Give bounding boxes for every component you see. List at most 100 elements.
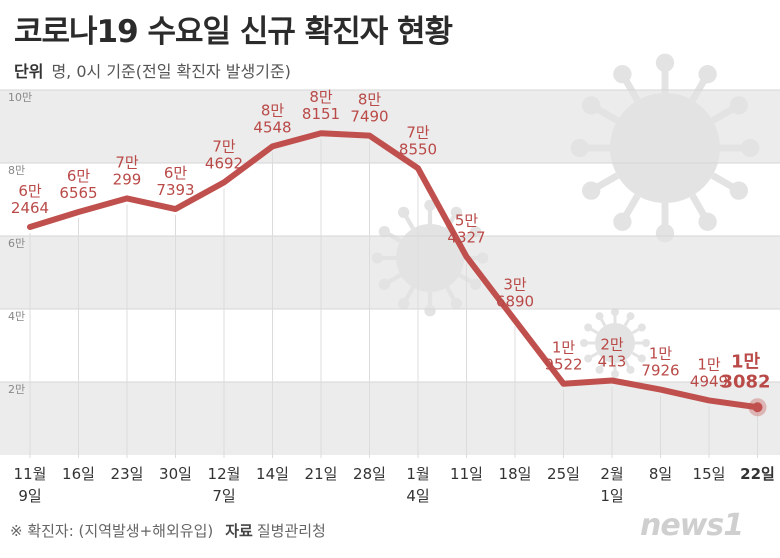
y-tick-label: 2만 [8, 383, 25, 396]
virus-body [610, 93, 720, 203]
virus-spike-tip [450, 206, 463, 219]
x-tick-label-line2: 9일 [18, 487, 41, 505]
footnote-note: ※ 확진자: (지역발생+해외유입) [10, 522, 214, 540]
source-label: 자료 [225, 522, 253, 540]
data-label-rest: 8550 [399, 140, 437, 158]
virus-spike-tip [637, 354, 646, 363]
series-confirmed-cases [27, 130, 767, 417]
virus-spike-tip [469, 278, 482, 291]
footnote: ※ 확진자: (지역발생+해외유입) 자료 질병관리청 [10, 520, 326, 541]
virus-body [396, 224, 464, 292]
unit-text: 명, 0시 기준(전일 확진자 발생기준) [51, 62, 291, 81]
virus-spike-tip [582, 181, 601, 200]
data-label-rest: 4548 [253, 118, 291, 136]
virus-spike-tip [729, 96, 748, 115]
virus-spike-tip [580, 339, 588, 347]
x-tick-label: 11월 [14, 465, 47, 483]
virus-spike-tip [424, 305, 436, 317]
unit-note: 단위 명, 0시 기준(전일 확진자 발생기준) [14, 58, 291, 82]
data-label-man: 2만 [600, 335, 624, 353]
data-label-rest: 3082 [720, 371, 770, 392]
data-label-man: 7만 [212, 137, 236, 155]
virus-spike-tip [450, 297, 463, 310]
x-tick-label: 14일 [256, 465, 289, 483]
data-label-rest: 6565 [59, 184, 97, 202]
virus-spike-tip [626, 365, 635, 374]
virus-spike-tip [655, 224, 675, 243]
x-tick-label: 1월 [406, 465, 429, 483]
x-tick-label-line2: 1일 [600, 487, 623, 505]
x-tick-label: 21일 [305, 465, 338, 483]
x-tick-label: 15일 [693, 465, 726, 483]
virus-spike-tip [595, 312, 604, 321]
data-label-rest: 299 [113, 170, 142, 188]
virus-spike-tip [613, 65, 632, 84]
data-label-man: 6만 [164, 164, 188, 182]
virus-icon [570, 53, 760, 243]
data-label-rest: 7490 [350, 108, 388, 126]
data-label-man: 7만 [406, 123, 430, 141]
data-label-man: 6만 [18, 182, 42, 200]
data-label-rest: 2464 [11, 199, 49, 217]
virus-spike-tip [584, 354, 593, 363]
virus-spike-tip [469, 225, 482, 238]
virus-spike-tip [371, 252, 383, 264]
virus-spike-tip [637, 323, 646, 332]
virus-spike-tip [582, 96, 601, 115]
data-label-man: 1만 [649, 345, 673, 363]
data-label-man: 1만 [697, 355, 721, 373]
virus-spike-tip [626, 312, 635, 321]
x-tick-label: 18일 [499, 465, 532, 483]
data-label-rest: 4692 [205, 154, 243, 172]
virus-spike-tip [397, 297, 410, 310]
chart-title: 코로나19 수요일 신규 확진자 현황 [14, 14, 453, 50]
virus-spike-tip [424, 199, 436, 211]
virus-spike-tip [477, 252, 489, 264]
virus-spike-tip [378, 225, 391, 238]
data-label-man: 7만 [115, 153, 139, 171]
virus-spike-tip [611, 370, 619, 378]
data-label-man: 6만 [67, 167, 91, 185]
data-label-rest: 6890 [496, 292, 534, 310]
virus-spike-tip [642, 339, 650, 347]
x-tick-label: 16일 [62, 465, 95, 483]
y-tick-label: 10만 [8, 91, 32, 104]
virus-spike-tip [613, 212, 632, 231]
virus-spike-tip [397, 206, 410, 219]
virus-spike-tip [611, 308, 619, 316]
gridlines [0, 89, 780, 458]
data-label-rest: 7926 [641, 362, 679, 380]
x-tick-label: 2월 [600, 465, 623, 483]
news1-logo: news1 [640, 508, 744, 543]
source-text: 질병관리청 [256, 522, 326, 540]
virus-spike-tip [570, 138, 589, 158]
virus-spike-tip [378, 278, 391, 291]
virus-spike-tip [729, 181, 748, 200]
y-tick-label: 8만 [8, 164, 25, 177]
x-tick-label: 25일 [547, 465, 580, 483]
virus-spike-tip [584, 323, 593, 332]
x-axis-ticks: 11월 9일 16일 23일 30일 12월 7일 14일 21일 28일 1월 4일 11일 18일 25… [14, 465, 775, 505]
data-label-rest: 8151 [302, 105, 340, 123]
unit-label: 단위 [14, 62, 44, 81]
series-line [27, 130, 761, 411]
chart-background-bands [0, 90, 780, 455]
x-tick-label: 11일 [450, 465, 483, 483]
virus-spike-tip [741, 138, 760, 158]
virus-spike-tip [698, 65, 717, 84]
data-label-man: 1만 [731, 351, 761, 372]
data-label-man: 8만 [261, 101, 285, 119]
data-label-rest: 9522 [544, 356, 582, 374]
virus-icon [580, 308, 650, 378]
x-tick-label: 30일 [159, 465, 192, 483]
virus-body [595, 323, 635, 363]
data-label-rest: 7393 [156, 181, 194, 199]
x-tick-label-line2: 7일 [212, 487, 235, 505]
data-label-man: 8만 [309, 88, 333, 106]
data-label-man: 3만 [503, 275, 527, 293]
data-label-rest: 4327 [447, 229, 485, 247]
last-point [752, 402, 763, 413]
x-tick-label: 8일 [649, 465, 672, 483]
